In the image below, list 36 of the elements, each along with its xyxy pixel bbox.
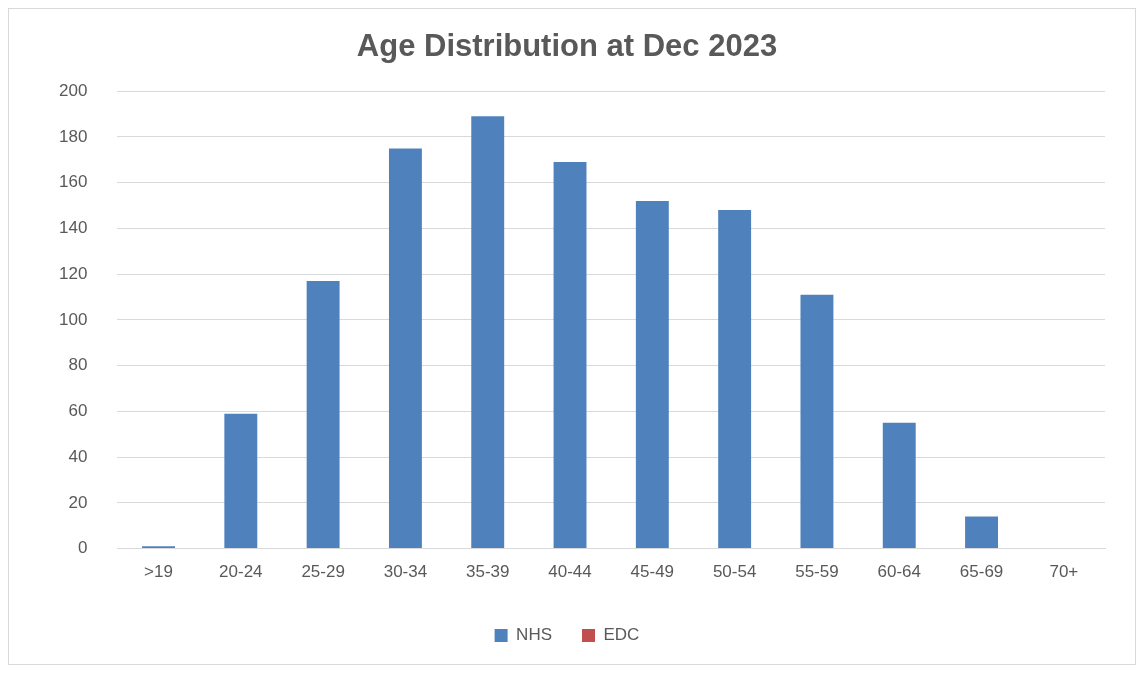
legend-label: NHS — [516, 625, 553, 645]
bar — [306, 281, 340, 549]
y-tick-label: 80 — [68, 355, 88, 375]
x-tick-label: 55-59 — [795, 562, 839, 582]
bar — [224, 413, 258, 549]
y-tick-label: 0 — [77, 538, 88, 558]
y-tick-label: 100 — [58, 309, 88, 329]
bar — [882, 422, 916, 549]
x-tick-label: 30-34 — [383, 562, 428, 582]
y-tick-label: 160 — [58, 172, 88, 192]
bar — [388, 148, 422, 549]
x-tick-label: 70+ — [1049, 562, 1079, 582]
x-tick-label: 65-69 — [959, 562, 1004, 582]
y-tick-label: 140 — [58, 218, 88, 238]
x-tick-label: 35-39 — [465, 562, 510, 582]
y-tick-label: 40 — [68, 446, 88, 466]
chart-title: Age Distribution at Dec 2023 — [356, 28, 778, 64]
x-tick-label: 45-49 — [630, 562, 675, 582]
x-tick-label: 40-44 — [548, 562, 592, 582]
bar — [965, 516, 999, 549]
y-tick-label: 200 — [58, 80, 88, 100]
bar — [471, 116, 505, 549]
x-tick-label: 60-64 — [877, 562, 921, 582]
y-tick-label: 180 — [58, 126, 88, 146]
bar — [553, 162, 587, 549]
y-tick-label: 20 — [68, 492, 88, 512]
bar — [718, 210, 752, 549]
bar — [800, 294, 834, 549]
bar — [635, 200, 669, 549]
x-tick-label: 20-24 — [219, 562, 263, 582]
legend-label: EDC — [603, 625, 640, 645]
y-tick-label: 120 — [58, 263, 88, 283]
y-tick-label: 60 — [68, 401, 88, 421]
x-tick-label: 50-54 — [712, 562, 757, 582]
x-tick-label: 25-29 — [301, 562, 345, 582]
x-tick-label: >19 — [144, 562, 173, 582]
